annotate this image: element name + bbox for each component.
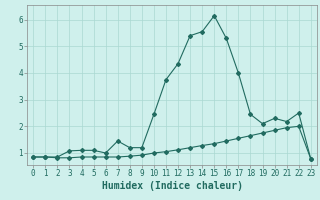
X-axis label: Humidex (Indice chaleur): Humidex (Indice chaleur) [101, 181, 243, 191]
